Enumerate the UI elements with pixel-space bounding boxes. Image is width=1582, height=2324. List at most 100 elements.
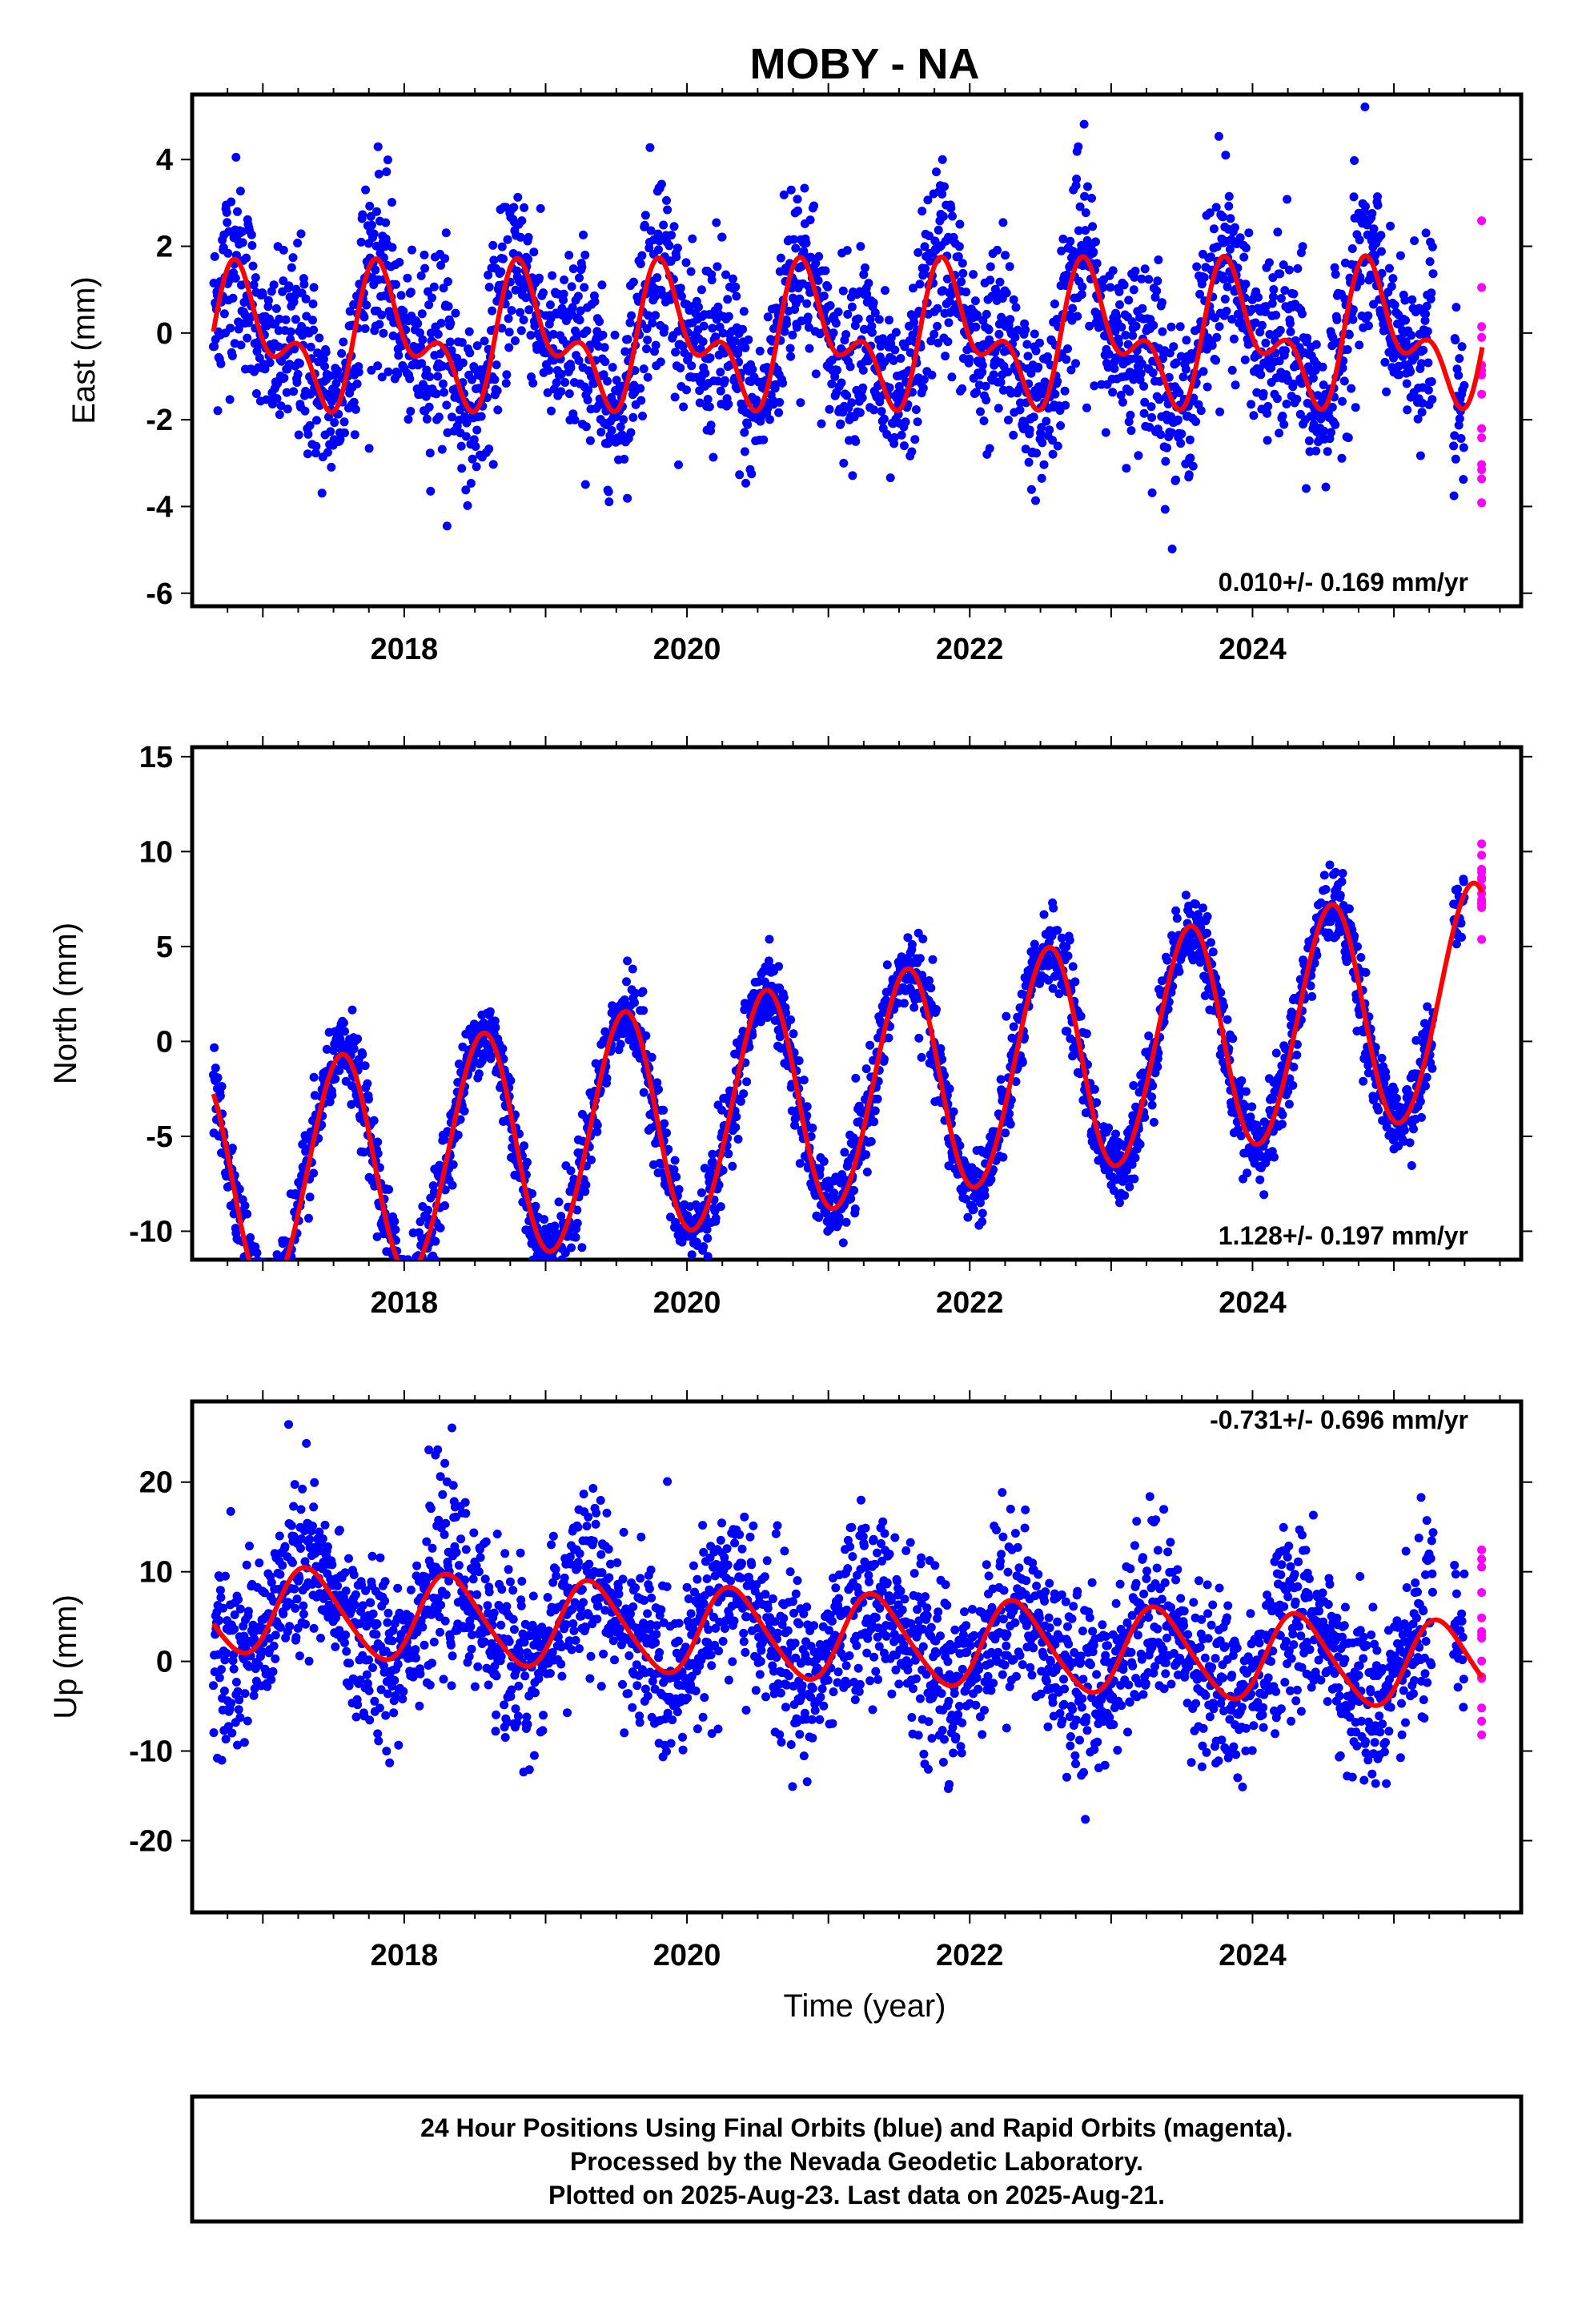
east-final-point [425,372,435,381]
east-final-point [292,378,302,387]
north-final-point [243,1276,251,1285]
north-final-point [273,1279,282,1288]
east-final-point [1331,420,1340,429]
east-final-point [300,406,310,416]
north-final-point [259,1293,267,1302]
east-final-point [1367,209,1377,218]
east-final-point [724,400,733,409]
east-final-point [480,336,489,346]
east-final-point [598,330,608,340]
east-final-point [457,338,467,348]
north-final-point [251,1307,260,1316]
north-final-point [851,1073,861,1083]
east-final-point [247,230,256,239]
east-final-point [521,293,531,303]
east-final-point [829,328,838,338]
east-final-point [501,379,511,388]
north-final-point [628,964,637,974]
east-final-point [458,358,468,368]
east-final-point [1148,368,1158,378]
north-final-point [268,1312,277,1321]
east-final-point [1074,142,1083,151]
north-final-point [1002,1011,1011,1021]
east-final-point [403,273,412,283]
east-final-point [900,342,909,352]
east-final-point [640,211,650,220]
north-final-point [980,1191,990,1200]
north-final-point [286,1267,295,1276]
east-final-point [659,220,669,230]
east-final-point [1161,456,1170,466]
east-final-point [645,143,655,152]
east-final-point [1032,448,1042,458]
east-final-point [864,279,873,288]
east-final-point [1395,370,1404,380]
north-final-point [422,1271,431,1280]
east-final-point [673,243,682,253]
east-final-point [1167,428,1177,437]
north-final-point [918,935,928,943]
east-final-point [354,368,363,377]
east-final-point [938,189,947,199]
north-final-point [210,1043,219,1052]
east-rapid-point [1477,283,1487,292]
east-final-point [1421,309,1430,319]
east-final-point [556,387,566,396]
east-final-point [743,420,753,429]
north-y-tick-label: -10 [129,1215,173,1248]
east-final-point [713,262,722,271]
north-final-point [647,1052,656,1062]
east-final-point [705,402,714,412]
east-final-point [986,275,995,285]
north-final-point [235,1279,243,1288]
east-final-point [1263,408,1272,418]
north-final-point [577,1243,587,1252]
east-final-point [1407,331,1416,340]
east-final-point [842,246,852,255]
north-final-point [254,1282,263,1291]
east-final-point [926,336,936,346]
east-final-point [1355,235,1364,245]
north-final-point [279,1267,288,1276]
north-final-point [397,1270,406,1279]
north-final-point [928,955,938,964]
east-final-point [1275,325,1285,335]
east-final-point [219,309,229,319]
east-final-point [841,330,851,340]
east-final-point [932,167,941,177]
east-final-point [1212,332,1222,342]
east-final-point [628,277,638,287]
east-final-point [1071,181,1081,191]
north-final-point [1065,935,1074,945]
east-final-point [881,286,889,296]
east-final-point [643,372,652,382]
east-final-point [1156,430,1166,440]
east-final-point [1258,320,1267,330]
east-final-point [223,218,232,227]
east-final-point [1050,300,1059,308]
east-final-point [526,331,536,340]
east-final-point [682,385,691,395]
east-final-point [568,264,578,274]
north-final-point [448,1180,457,1190]
east-final-point [279,276,288,286]
east-final-point [1428,269,1438,279]
east-final-point [1449,441,1459,451]
east-final-point [560,378,570,387]
east-final-point [1209,224,1219,234]
east-final-point [493,405,503,415]
north-final-point [774,962,784,971]
east-rapid-point [1477,498,1487,508]
east-final-point [1249,411,1259,420]
north-final-point [448,1160,458,1169]
east-final-point [511,336,520,345]
east-final-point [1261,338,1271,348]
east-final-point [857,393,867,403]
east-final-point [1244,228,1254,238]
north-final-point [288,1258,295,1260]
north-final-point [282,1261,291,1269]
east-final-point [1380,357,1390,367]
north-final-point [862,1168,872,1176]
east-final-point [543,388,552,397]
